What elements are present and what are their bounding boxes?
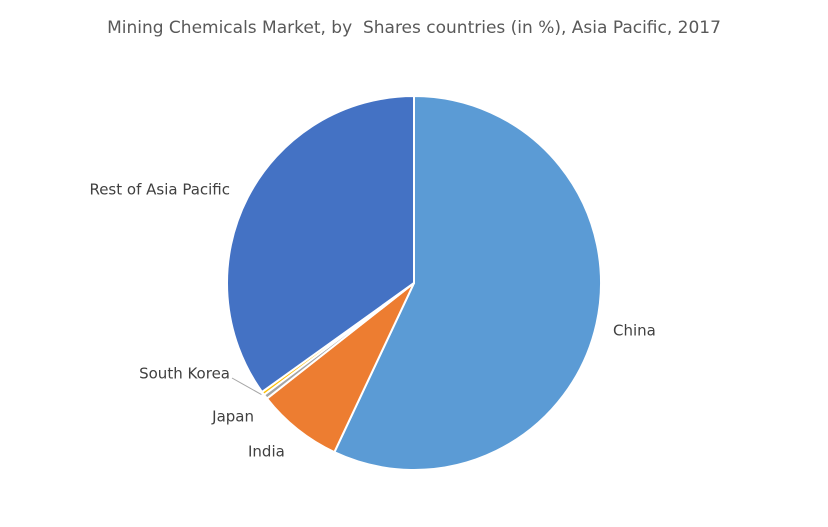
- slice-label: Rest of Asia Pacific: [89, 181, 230, 199]
- leader-line: [231, 377, 262, 396]
- slice-label: India: [248, 443, 285, 461]
- slice-label: China: [613, 322, 656, 340]
- chart-title: Mining Chemicals Market, by Shares count…: [107, 18, 721, 38]
- slice-label: South Korea: [139, 365, 230, 383]
- pie-slice: [333, 94, 602, 471]
- pie-slice: [226, 94, 415, 394]
- slice-label: Japan: [211, 408, 254, 426]
